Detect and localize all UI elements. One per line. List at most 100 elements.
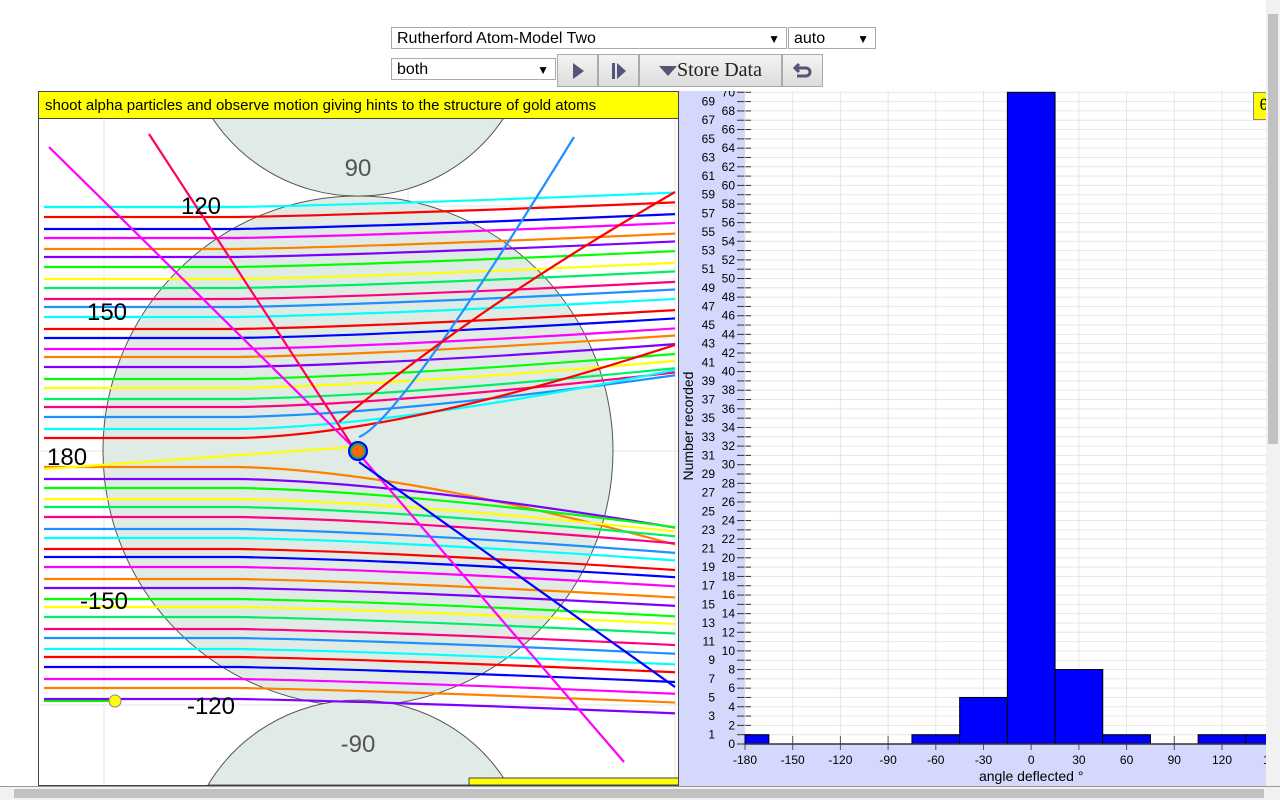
y-tick-label: 41	[702, 355, 716, 369]
y-tick-label: 19	[702, 560, 716, 574]
y-tick-label: 2	[728, 718, 735, 732]
speed-select[interactable]: auto ▼	[788, 27, 876, 49]
y-tick-label: 7	[708, 672, 715, 686]
angle-label: 150	[87, 299, 127, 326]
trajectory	[44, 547, 676, 572]
x-tick-label: 30	[1072, 753, 1086, 767]
trajectory	[44, 486, 676, 529]
histogram-chart: 0123456789101112131415161718192021222324…	[680, 91, 1266, 784]
trajectory	[44, 665, 676, 684]
trajectory	[44, 367, 676, 401]
y-tick-label: 10	[722, 644, 736, 658]
y-tick-label: 51	[702, 262, 716, 276]
y-tick-label: 9	[708, 653, 715, 667]
chevron-down-icon: ▼	[857, 32, 869, 46]
scrollbar-thumb[interactable]	[14, 789, 1264, 798]
play-button[interactable]	[557, 54, 598, 87]
y-tick-label: 69	[702, 95, 716, 109]
y-tick-label: 50	[722, 272, 736, 286]
y-tick-label: 55	[702, 225, 716, 239]
histogram-bar	[959, 696, 1008, 745]
y-tick-label: 37	[702, 393, 716, 407]
y-tick-label: 67	[702, 113, 716, 127]
x-tick-label: -180	[733, 753, 757, 767]
y-tick-label: 40	[722, 365, 736, 379]
trajectory	[44, 497, 676, 533]
trajectory	[44, 577, 676, 599]
y-tick-label: 15	[702, 597, 716, 611]
y-tick-label: 31	[702, 448, 716, 462]
y-tick-label: 32	[722, 439, 736, 453]
y-tick-label: 61	[702, 169, 716, 183]
y-tick-label: 45	[702, 318, 716, 332]
x-tick-label: 60	[1120, 753, 1134, 767]
trajectory	[352, 446, 625, 763]
trajectory	[44, 677, 676, 695]
y-tick-label: 29	[702, 467, 716, 481]
x-tick-label: 15	[1263, 753, 1266, 767]
scrollbar-thumb[interactable]	[1268, 14, 1278, 444]
plot-area	[745, 91, 1266, 744]
histogram-bar	[744, 734, 770, 745]
vertical-scrollbar[interactable]	[1266, 0, 1280, 786]
y-tick-label: 8	[728, 663, 735, 677]
trajectory	[44, 191, 676, 209]
trajectory	[44, 647, 676, 666]
status-box	[468, 777, 678, 785]
y-tick-label: 27	[702, 486, 716, 500]
y-tick-label: 4	[728, 700, 735, 714]
y-tick-label: 64	[722, 141, 736, 155]
mode-select[interactable]: both ▼	[391, 58, 556, 80]
y-tick-label: 68	[722, 104, 736, 118]
y-tick-label: 46	[722, 309, 736, 323]
y-tick-label: 17	[702, 579, 716, 593]
y-tick-label: 6	[728, 681, 735, 695]
y-tick-label: 20	[722, 551, 736, 565]
nucleus	[352, 445, 364, 457]
y-tick-label: 33	[702, 430, 716, 444]
x-tick-label: -120	[828, 753, 852, 767]
step-button[interactable]	[598, 54, 639, 87]
y-tick-label: 0	[728, 737, 735, 751]
trajectory	[44, 505, 676, 538]
y-tick-label: 43	[702, 337, 716, 351]
undo-button[interactable]	[782, 54, 823, 87]
angle-label: 120	[181, 193, 221, 220]
simulation-panel[interactable]: shoot alpha particles and observe motion…	[38, 91, 679, 786]
x-axis-label: angle deflected °	[979, 768, 1083, 784]
horizontal-scrollbar[interactable]	[0, 786, 1280, 800]
y-tick-label: 48	[722, 290, 736, 304]
x-tick-label: 90	[1168, 753, 1182, 767]
trajectory	[44, 261, 676, 281]
y-tick-label: 34	[722, 420, 736, 434]
model-select[interactable]: Rutherford Atom-Model Two ▼	[391, 27, 787, 49]
trajectory	[44, 627, 676, 647]
atom-circle	[207, 699, 509, 785]
y-tick-label: 36	[722, 402, 736, 416]
simulation-canvas[interactable]: 90 120 150 180 -150 -120 -90	[39, 92, 679, 785]
trajectory	[44, 368, 676, 431]
trajectory	[44, 334, 676, 359]
y-tick-label: 38	[722, 383, 736, 397]
x-tick-label: 0	[1028, 753, 1035, 767]
y-tick-label: 30	[722, 458, 736, 472]
trajectory	[338, 191, 676, 423]
trajectory	[44, 343, 676, 440]
trajectory	[43, 445, 354, 471]
y-tick-label: 70	[722, 91, 736, 99]
trajectory	[358, 136, 575, 439]
store-data-button[interactable]: Store Data	[639, 54, 782, 87]
y-tick-label: 52	[722, 253, 736, 267]
trajectory	[44, 288, 676, 309]
y-tick-label: 25	[702, 504, 716, 518]
trajectory	[44, 297, 676, 319]
speed-select-value: auto	[794, 30, 826, 47]
angle-label: -90	[341, 731, 376, 758]
alpha-particle	[108, 694, 122, 708]
model-select-value: Rutherford Atom-Model Two	[397, 30, 596, 47]
mode-select-value: both	[397, 61, 429, 78]
trajectory	[44, 309, 676, 331]
angle-label: 180	[47, 444, 87, 471]
y-tick-label: 1	[708, 728, 715, 742]
trajectory	[48, 146, 354, 448]
